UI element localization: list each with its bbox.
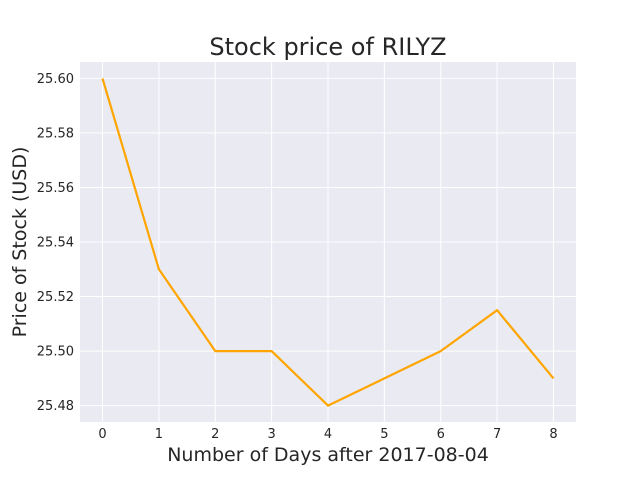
x-tick-label: 4 [324,427,332,442]
x-tick-label: 5 [380,427,388,442]
y-tick-label: 25.52 [37,290,74,305]
x-tick-label: 7 [493,427,501,442]
y-ticks: 25.48 25.50 25.52 25.54 25.56 25.58 25.60 [37,72,74,414]
y-axis-label: Price of Stock (USD) [9,147,31,338]
chart-title: Stock price of RILYZ [209,33,446,61]
x-tick-label: 8 [549,427,557,442]
x-tick-label: 3 [267,427,275,442]
y-tick-label: 25.58 [37,126,74,141]
y-tick-label: 25.48 [37,399,74,414]
x-ticks: 0 1 2 3 4 5 6 7 8 [98,427,557,442]
x-axis-label: Number of Days after 2017-08-04 [167,444,489,466]
series-line [101,78,555,407]
y-tick-label: 25.54 [37,236,74,251]
x-tick-label: 1 [155,427,163,442]
x-tick-label: 0 [98,427,106,442]
y-tick-label: 25.60 [37,72,74,87]
y-tick-label: 25.56 [37,181,74,196]
x-tick-label: 2 [211,427,219,442]
x-tick-label: 6 [437,427,445,442]
y-tick-label: 25.50 [37,345,74,360]
